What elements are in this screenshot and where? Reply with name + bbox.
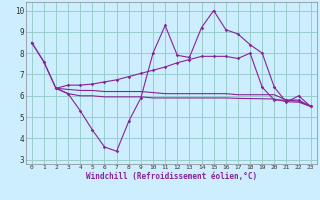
X-axis label: Windchill (Refroidissement éolien,°C): Windchill (Refroidissement éolien,°C): [86, 172, 257, 181]
